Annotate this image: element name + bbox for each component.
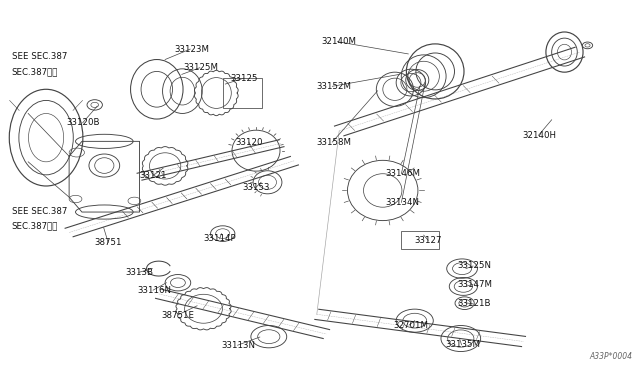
Text: A33P*0004: A33P*0004 — [589, 352, 632, 361]
Text: 38751E: 38751E — [161, 311, 195, 320]
Text: 3313B: 3313B — [125, 268, 154, 277]
Text: 33125: 33125 — [230, 74, 258, 83]
Text: SEE SEC.387: SEE SEC.387 — [12, 207, 67, 216]
Text: SEE SEC.387: SEE SEC.387 — [12, 52, 67, 61]
Text: 33152M: 33152M — [316, 82, 351, 91]
Text: 33113N: 33113N — [221, 341, 255, 350]
Text: 33120B: 33120B — [67, 118, 100, 127]
Text: 33134N: 33134N — [385, 198, 419, 207]
Text: SEC.387参照: SEC.387参照 — [12, 67, 58, 76]
Text: 32140M: 32140M — [321, 37, 356, 46]
Text: 33116N: 33116N — [137, 286, 171, 295]
Bar — [223, 78, 262, 108]
Text: 33135M: 33135M — [445, 340, 481, 349]
Text: 32701M: 32701M — [393, 321, 428, 330]
Text: 33146M: 33146M — [385, 169, 420, 178]
Text: 33114P: 33114P — [204, 234, 236, 243]
Text: 33120: 33120 — [236, 138, 263, 147]
Text: 33123M: 33123M — [174, 45, 209, 54]
Text: SEC.387参照: SEC.387参照 — [12, 222, 58, 231]
Text: 33121B: 33121B — [457, 299, 490, 308]
Text: 38751: 38751 — [95, 238, 122, 247]
Text: 33153: 33153 — [242, 183, 269, 192]
Text: 33158M: 33158M — [316, 138, 351, 147]
Text: 33121: 33121 — [140, 171, 167, 180]
Text: 33127: 33127 — [415, 236, 442, 245]
Text: 33147M: 33147M — [457, 280, 492, 289]
Text: 32140H: 32140H — [522, 131, 556, 140]
Bar — [401, 231, 439, 249]
Text: 33125M: 33125M — [184, 63, 219, 72]
Text: 33125N: 33125N — [457, 262, 491, 270]
